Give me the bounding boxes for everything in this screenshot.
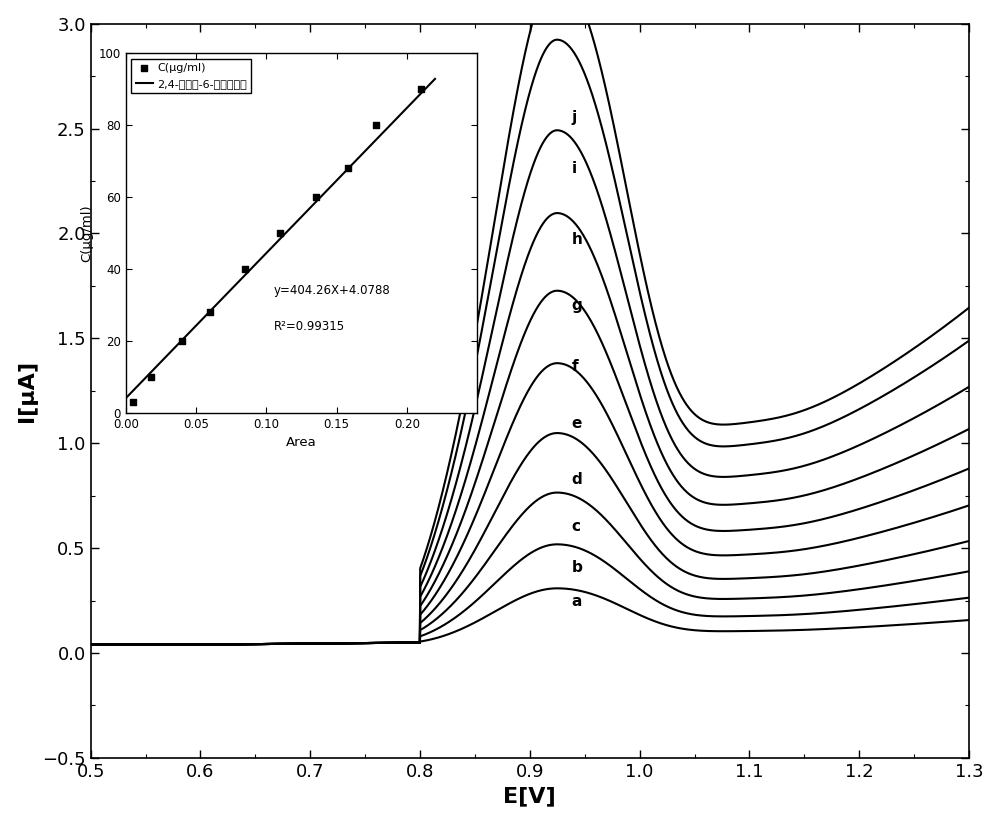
Text: i: i (572, 160, 577, 176)
Text: j: j (572, 109, 577, 124)
Text: d: d (572, 472, 582, 486)
Text: f: f (572, 359, 578, 374)
Text: a: a (572, 594, 582, 609)
Text: h: h (572, 232, 582, 248)
X-axis label: E[V]: E[V] (503, 786, 556, 807)
Text: e: e (572, 416, 582, 431)
Text: g: g (572, 298, 582, 313)
Y-axis label: I[μA]: I[μA] (17, 360, 37, 422)
Text: b: b (572, 560, 582, 574)
Text: c: c (572, 518, 581, 533)
